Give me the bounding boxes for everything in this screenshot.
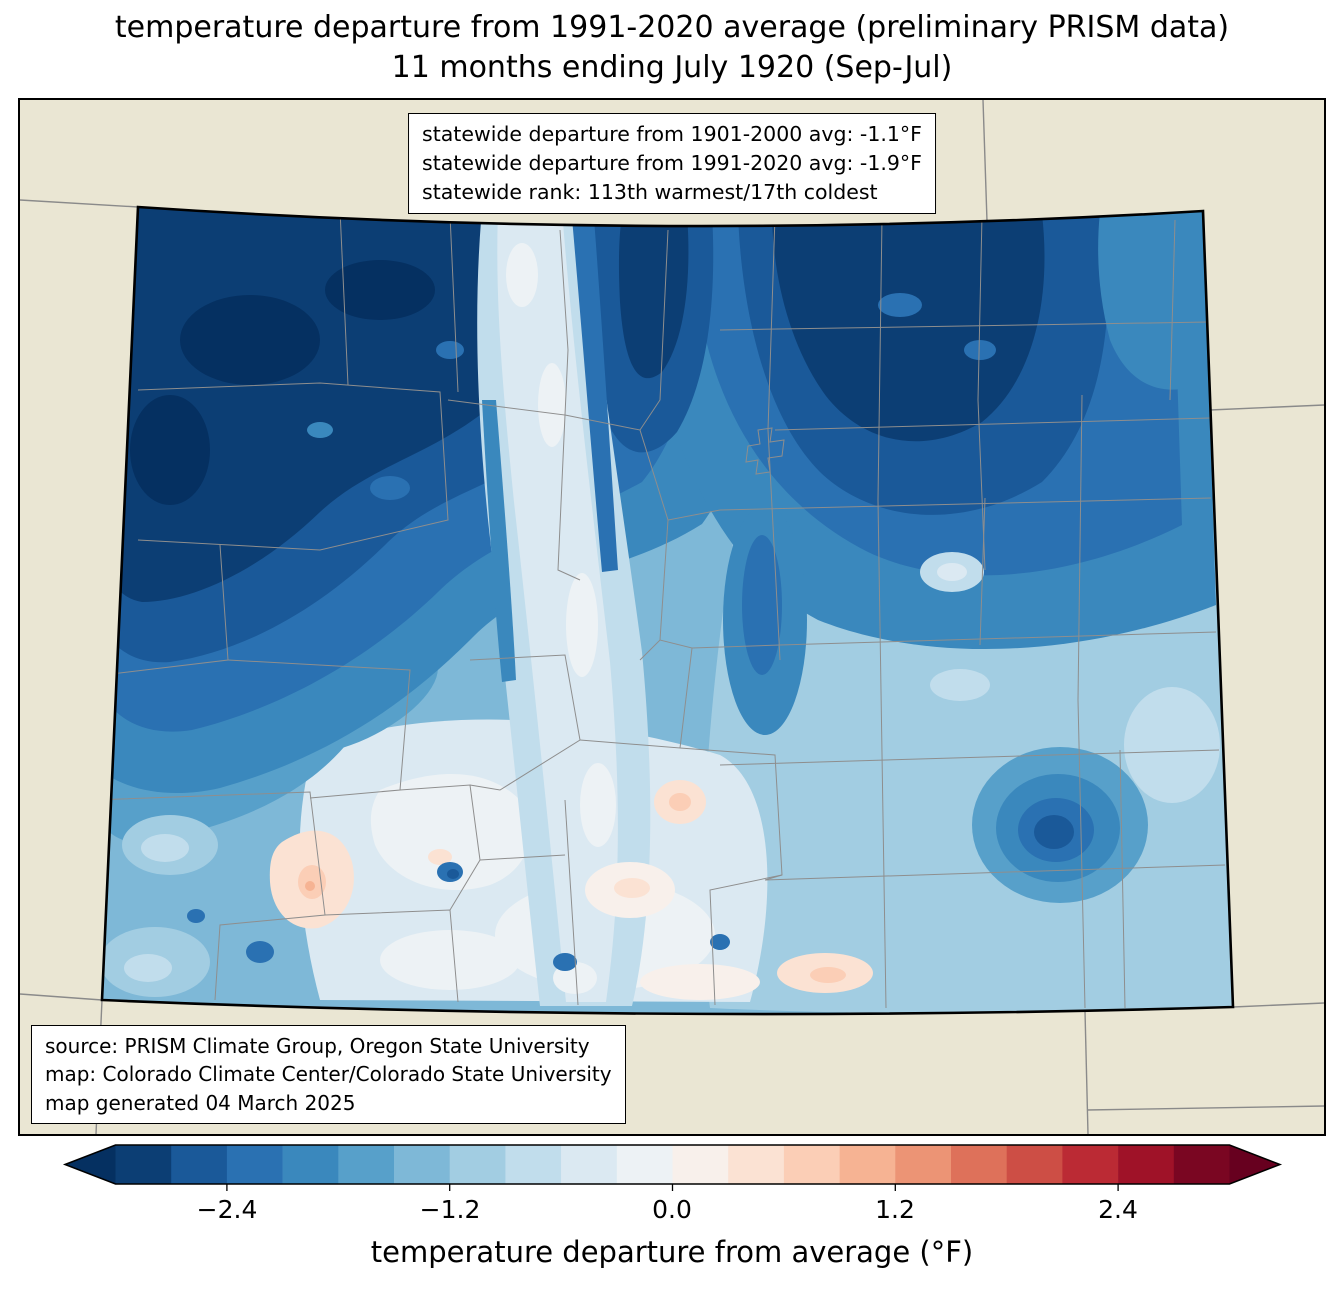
map-panel: statewide departure from 1901-2000 avg: … bbox=[18, 98, 1326, 1136]
colorbar-tick-label: −1.2 bbox=[419, 1195, 481, 1224]
colorbar-tick-label: −2.4 bbox=[196, 1195, 258, 1224]
colorado-state-border bbox=[100, 205, 1235, 1016]
colorbar-segment bbox=[672, 1145, 729, 1184]
title-line-1: temperature departure from 1991-2020 ave… bbox=[114, 10, 1230, 45]
colorbar-segment bbox=[505, 1145, 562, 1184]
title-line-2: 11 months ending July 1920 (Sep-Jul) bbox=[391, 49, 953, 85]
colorbar-segment bbox=[951, 1145, 1007, 1184]
colorbar-segment bbox=[449, 1145, 506, 1184]
colorbar-segment bbox=[338, 1145, 395, 1184]
stats-line-2: statewide departure from 1991-2020 avg: … bbox=[422, 151, 922, 176]
colorbar-segment bbox=[282, 1145, 339, 1184]
colorado-map bbox=[20, 100, 1324, 1134]
colorbar-scale bbox=[62, 1144, 1283, 1191]
county-borders-layer bbox=[102, 209, 1226, 1009]
contour-fill-layer bbox=[102, 207, 1233, 1015]
stats-line-3: statewide rank: 113th warmest/17th colde… bbox=[422, 180, 878, 205]
stats-box: statewide departure from 1901-2000 avg: … bbox=[408, 113, 936, 215]
colorbar-tick-label: 0.0 bbox=[652, 1195, 692, 1224]
colorbar-ticks bbox=[226, 1184, 1119, 1191]
colorbar-segment bbox=[394, 1145, 450, 1184]
figure-title: temperature departure from 1991-2020 ave… bbox=[0, 8, 1344, 87]
source-line-2: map: Colorado Climate Center/Colorado St… bbox=[45, 1062, 612, 1087]
colorbar-over-arrow bbox=[1229, 1145, 1280, 1184]
colorbar-outline bbox=[62, 1144, 1283, 1185]
colorbar-gradient bbox=[115, 1145, 1230, 1184]
colorbar-segment bbox=[728, 1145, 785, 1184]
colorbar-tick-label: 2.4 bbox=[1098, 1195, 1138, 1224]
source-line-3: map generated 04 March 2025 bbox=[45, 1090, 356, 1115]
colorbar-segment bbox=[1062, 1145, 1119, 1184]
colorbar-segment bbox=[115, 1145, 172, 1184]
stats-line-1: statewide departure from 1901-2000 avg: … bbox=[422, 122, 922, 146]
colorbar-segment bbox=[895, 1145, 952, 1184]
colorbar-axis-label: temperature departure from average (°F) bbox=[370, 1235, 974, 1269]
colorbar-segment bbox=[561, 1145, 618, 1184]
colorbar: −2.4 −1.2 0.0 1.2 2.4 temperature depart… bbox=[0, 1143, 1344, 1299]
source-line-1: source: PRISM Climate Group, Oregon Stat… bbox=[45, 1033, 590, 1058]
colorbar-tick-label: 1.2 bbox=[875, 1195, 915, 1224]
source-box: source: PRISM Climate Group, Oregon Stat… bbox=[31, 1024, 626, 1124]
colorbar-segment bbox=[1118, 1145, 1175, 1184]
colorbar-segment bbox=[1006, 1145, 1063, 1184]
colorbar-segment bbox=[1173, 1145, 1230, 1184]
colorbar-segment bbox=[783, 1145, 840, 1184]
colorbar-segment bbox=[616, 1145, 673, 1184]
colorbar-segment bbox=[839, 1145, 896, 1184]
colorbar-segment bbox=[171, 1145, 228, 1184]
colorbar-under-arrow bbox=[65, 1145, 116, 1184]
colorbar-segment bbox=[226, 1145, 283, 1184]
